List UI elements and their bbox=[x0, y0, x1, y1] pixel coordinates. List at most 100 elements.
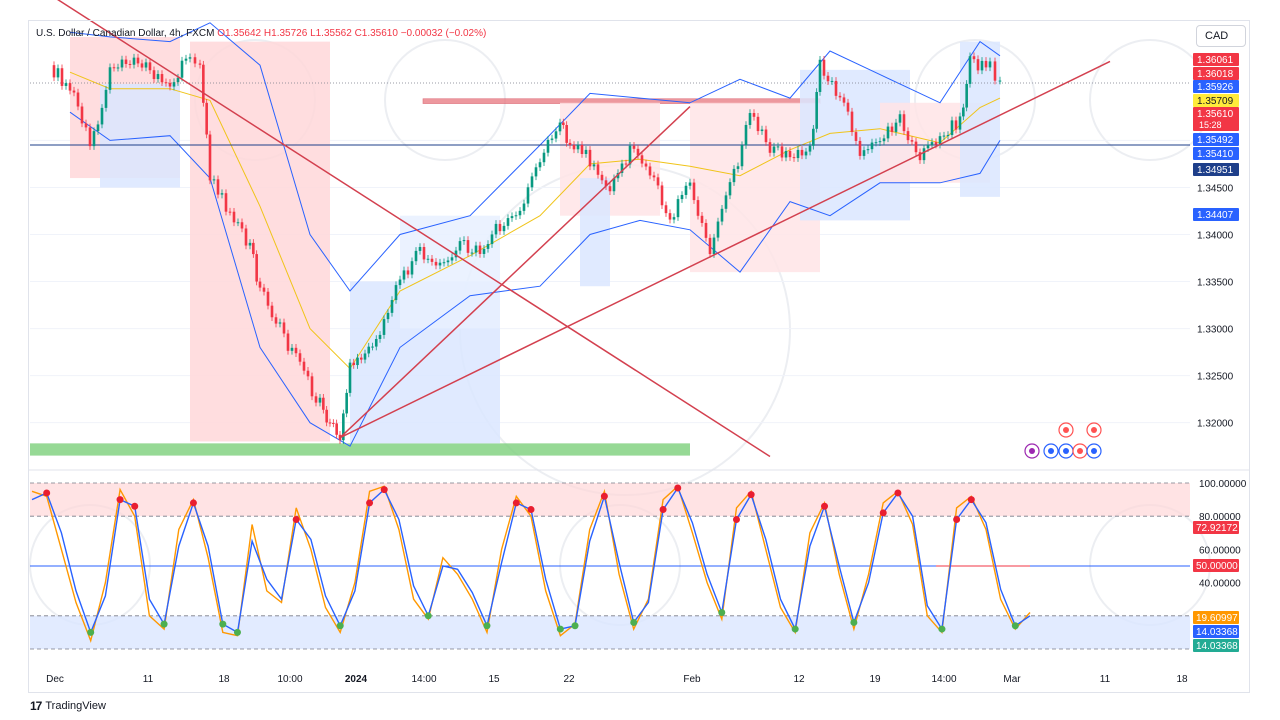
candle-body bbox=[262, 287, 266, 292]
stoch-overbought-marker bbox=[131, 502, 139, 510]
candle-body bbox=[918, 152, 922, 161]
price-label-text: 1.35410 bbox=[1197, 149, 1234, 160]
candle-body bbox=[804, 151, 808, 156]
stoch-overbought-marker bbox=[953, 516, 961, 524]
candle-body bbox=[478, 245, 482, 254]
candle-body bbox=[756, 116, 760, 132]
candle-body bbox=[224, 193, 228, 212]
candle-body bbox=[976, 59, 980, 71]
stoch-overbought-marker bbox=[821, 502, 829, 510]
stoch-tick-label: 100.00000 bbox=[1199, 479, 1247, 490]
candle-body bbox=[732, 168, 736, 183]
candle-body bbox=[700, 215, 704, 223]
event-flag-icon bbox=[1077, 448, 1083, 454]
candle-body bbox=[962, 107, 965, 117]
candle-body bbox=[128, 63, 132, 65]
candle-body bbox=[648, 166, 652, 176]
candle-body bbox=[760, 129, 764, 132]
price-tick-label: 1.33000 bbox=[1197, 325, 1234, 336]
stoch-value-badge bbox=[1193, 625, 1239, 638]
candle-body bbox=[88, 127, 92, 147]
price-label-text: 1.35926 bbox=[1197, 82, 1234, 93]
candle-body bbox=[926, 144, 930, 149]
candle-body bbox=[870, 142, 874, 150]
candle-body bbox=[148, 62, 152, 71]
candle-body bbox=[414, 250, 418, 262]
candle-body bbox=[968, 56, 972, 84]
bollinger-lower-band bbox=[69, 111, 1001, 447]
stoch-oversold-marker bbox=[718, 608, 726, 616]
watermark-seal-icon bbox=[29, 504, 151, 626]
price-tick-label: 1.32000 bbox=[1197, 419, 1234, 430]
candle-body bbox=[184, 58, 188, 61]
event-flag-icon bbox=[1063, 427, 1069, 433]
candle-body bbox=[554, 131, 558, 139]
candle-body bbox=[112, 67, 116, 69]
candle-body bbox=[604, 180, 608, 187]
stoch-oversold-marker bbox=[424, 612, 432, 620]
candle-body bbox=[450, 257, 454, 261]
stoch-value-text: 14.03368 bbox=[1196, 627, 1238, 638]
candle-body bbox=[584, 149, 588, 154]
price-label-badge bbox=[1193, 147, 1239, 160]
candle-body bbox=[838, 95, 842, 98]
candle-body bbox=[136, 57, 140, 64]
candle-body bbox=[538, 162, 542, 168]
tradingview-logo[interactable]: 17 TradingView bbox=[30, 699, 106, 713]
stoch-overbought-marker bbox=[894, 489, 902, 497]
candle-body bbox=[588, 149, 592, 167]
candle-body bbox=[902, 114, 906, 132]
time-tick-label: Dec bbox=[46, 674, 64, 685]
candle-body bbox=[386, 312, 390, 320]
time-tick-label: 2024 bbox=[345, 674, 368, 685]
time-tick-label: 10:00 bbox=[277, 674, 302, 685]
candle-body bbox=[834, 80, 838, 96]
candle-body bbox=[348, 362, 352, 393]
candle-body bbox=[550, 138, 554, 140]
stoch-tick-label: 60.00000 bbox=[1199, 545, 1241, 556]
price-label-badge bbox=[1193, 67, 1239, 80]
candle-body bbox=[371, 346, 374, 348]
candle-body bbox=[108, 67, 112, 90]
candle-body bbox=[608, 186, 612, 192]
stoch-tick-label: 80.00000 bbox=[1199, 512, 1241, 523]
candle-body bbox=[180, 60, 184, 78]
time-tick-label: 12 bbox=[793, 674, 805, 685]
watermark-seal-icon bbox=[1089, 39, 1211, 161]
stoch-value-badge bbox=[1193, 559, 1239, 572]
candle-body bbox=[596, 164, 600, 175]
event-flag-icon bbox=[1048, 448, 1054, 454]
event-flag-icon bbox=[1063, 448, 1069, 454]
candle-body bbox=[874, 142, 878, 144]
candle-body bbox=[965, 83, 968, 108]
event-flag-icon bbox=[1029, 448, 1035, 454]
candle-body bbox=[764, 129, 768, 143]
event-flag-icon bbox=[1091, 427, 1097, 433]
candle-body bbox=[278, 322, 282, 324]
stoch-oversold-marker bbox=[556, 625, 564, 633]
candle-body bbox=[335, 423, 338, 435]
candle-body bbox=[56, 68, 60, 78]
stoch-oversold-marker bbox=[571, 622, 579, 630]
high-value: H1.35726 bbox=[263, 28, 308, 39]
low-value: L1.35562 bbox=[310, 28, 352, 39]
range-box bbox=[690, 102, 820, 273]
candle-body bbox=[325, 409, 328, 423]
candle-body bbox=[367, 346, 371, 354]
candle-body bbox=[290, 347, 294, 351]
candle-body bbox=[332, 422, 335, 424]
candle-body bbox=[692, 182, 696, 201]
stoch-oversold-marker bbox=[938, 625, 946, 633]
stoch-oversold-marker bbox=[791, 625, 799, 633]
price-tick-label: 1.34000 bbox=[1197, 231, 1234, 242]
candle-body bbox=[116, 67, 120, 69]
currency-button[interactable]: CAD bbox=[1196, 25, 1246, 47]
candle-body bbox=[882, 138, 886, 142]
candle-body bbox=[878, 141, 882, 143]
candle-body bbox=[720, 208, 724, 222]
candle-body bbox=[490, 234, 494, 245]
price-tick-label: 1.34500 bbox=[1197, 183, 1234, 194]
candle-body bbox=[894, 122, 898, 132]
